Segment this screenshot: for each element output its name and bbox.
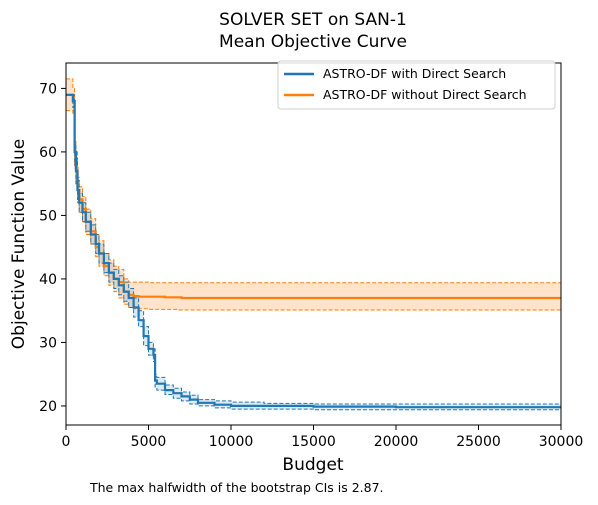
x-tick-label: 20000 (374, 434, 419, 450)
legend-label-with-direct-search: ASTRO-DF with Direct Search (323, 66, 506, 81)
y-tick-label: 40 (39, 272, 57, 288)
ci-upper-without-direct-search (66, 78, 561, 284)
y-axis-label: Objective Function Value (9, 139, 29, 349)
bootstrap-note: The max halfwidth of the bootstrap CIs i… (90, 480, 384, 495)
plot-area (66, 78, 561, 411)
ci-lower-without-direct-search (66, 110, 561, 311)
y-tick-label: 20 (39, 399, 57, 415)
x-tick-label: 15000 (291, 434, 336, 450)
ci-band-without-direct-search (66, 78, 561, 311)
plot-frame (65, 62, 562, 426)
series-line-without-direct-search (66, 93, 561, 300)
x-axis: 0 5000 10000 15000 20000 25000 30000 (62, 425, 584, 450)
legend: ASTRO-DF with Direct Search ASTRO-DF wit… (277, 60, 556, 110)
chart: SOLVER SET on SAN-1 Mean Objective Curve… (9, 10, 584, 475)
x-tick-label: 30000 (539, 434, 584, 450)
x-tick-label: 0 (62, 434, 71, 450)
series-line-with-direct-search (66, 93, 561, 409)
ci-lower-with-direct-search (66, 94, 561, 411)
x-axis-label: Budget (282, 455, 343, 475)
chart-title-line2: Mean Objective Curve (219, 32, 407, 52)
x-tick-label: 5000 (131, 434, 167, 450)
x-tick-label: 25000 (456, 434, 501, 450)
ci-upper-with-direct-search (66, 94, 561, 405)
y-tick-label: 70 (39, 81, 57, 97)
y-tick-label: 60 (39, 145, 57, 161)
x-tick-label: 10000 (209, 434, 254, 450)
y-tick-label: 30 (39, 335, 57, 351)
y-tick-label: 50 (39, 208, 57, 224)
ci-band-with-direct-search (66, 94, 561, 410)
legend-label-without-direct-search: ASTRO-DF without Direct Search (323, 87, 527, 102)
chart-title-line1: SOLVER SET on SAN-1 (219, 10, 407, 30)
y-axis: 20 30 40 50 60 70 (39, 81, 66, 415)
legend-box (277, 60, 556, 110)
